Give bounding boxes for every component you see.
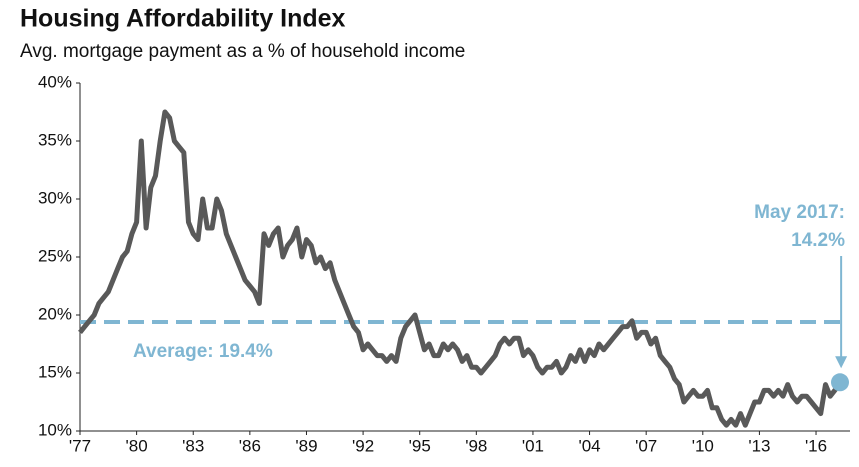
y-tick-label: 15% bbox=[38, 362, 72, 381]
highlight-value: 14.2% bbox=[791, 230, 845, 251]
x-tick-label: '04 bbox=[578, 436, 600, 455]
x-tick-label: '95 bbox=[409, 436, 431, 455]
chart-subtitle: Avg. mortgage payment as a % of househol… bbox=[20, 41, 465, 62]
x-tick-label: '01 bbox=[522, 436, 544, 455]
x-tick-label: '80 bbox=[126, 436, 148, 455]
y-tick-label: 40% bbox=[38, 72, 72, 91]
x-tick-label: '77 bbox=[69, 436, 91, 455]
x-tick-label: '83 bbox=[182, 436, 204, 455]
highlight-dot bbox=[831, 373, 849, 392]
x-tick-label: '98 bbox=[465, 436, 487, 455]
x-tick-label: '13 bbox=[748, 436, 770, 455]
y-tick-label: 20% bbox=[38, 304, 72, 323]
y-tick-label: 30% bbox=[38, 188, 72, 207]
highlight-arrowhead bbox=[835, 356, 848, 369]
x-tick-label: '10 bbox=[692, 436, 714, 455]
y-tick-label: 10% bbox=[38, 420, 72, 439]
highlight-label: May 2017: bbox=[754, 202, 845, 223]
x-tick-label: '92 bbox=[352, 436, 374, 455]
y-tick-label: 35% bbox=[38, 130, 72, 149]
y-tick-label: 25% bbox=[38, 246, 72, 265]
x-tick-label: '86 bbox=[239, 436, 261, 455]
x-tick-label: '89 bbox=[295, 436, 317, 455]
x-tick-label: '16 bbox=[805, 436, 827, 455]
data-line bbox=[78, 109, 844, 428]
x-tick-label: '07 bbox=[635, 436, 657, 455]
chart-title: Housing Affordability Index bbox=[20, 5, 346, 33]
average-label: Average: 19.4% bbox=[133, 341, 273, 362]
